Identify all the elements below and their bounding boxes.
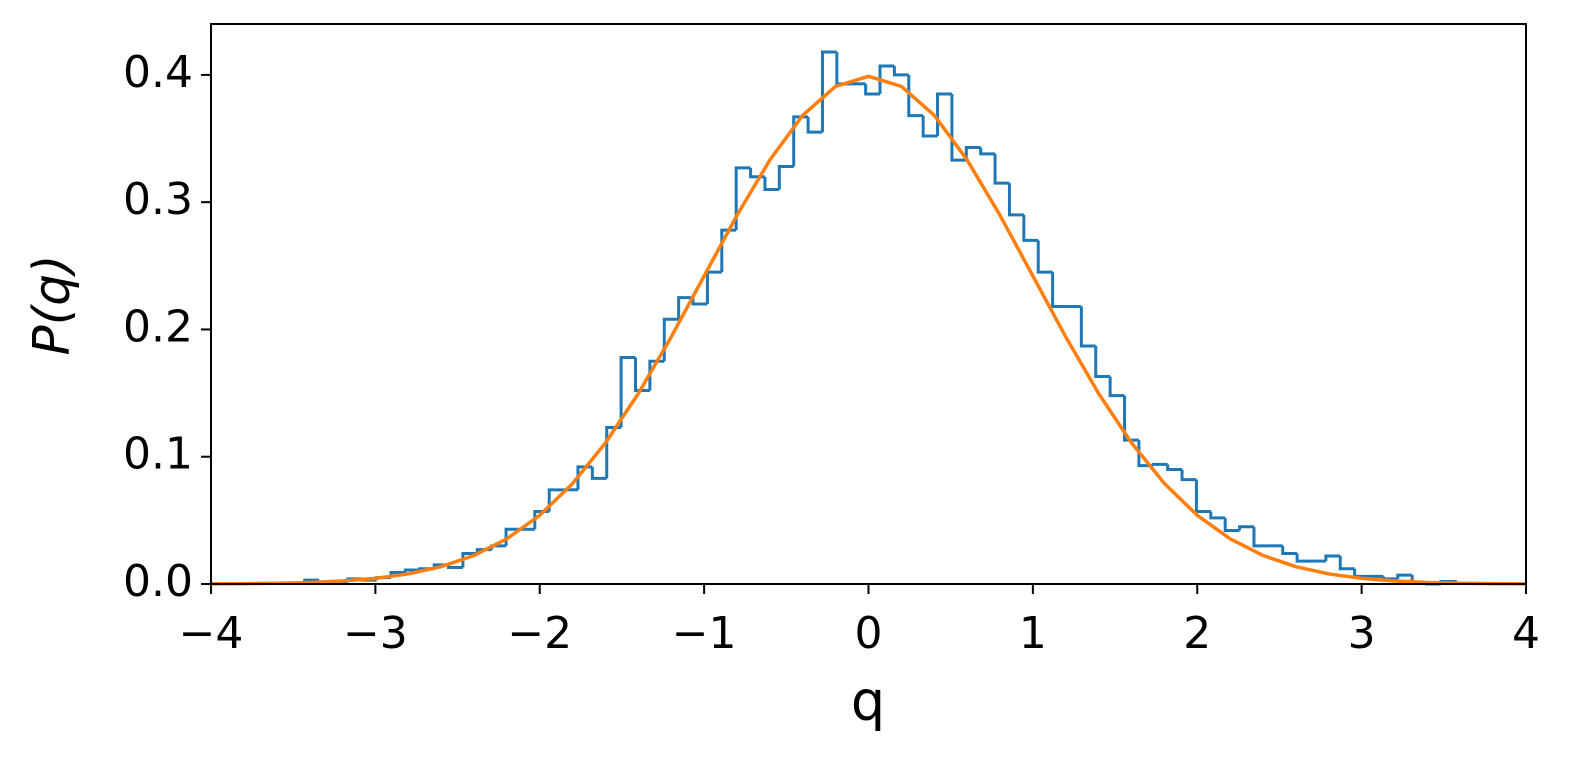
x-tick-label: −4 [179,608,244,659]
histogram-bin [1094,346,1111,379]
histogram-bin [864,83,881,96]
x-tick-label: −3 [343,608,408,659]
x-tick-label: 3 [1348,608,1376,659]
histogram-bin [1295,553,1312,563]
histogram-bin [1079,306,1096,348]
histogram-bin [720,228,737,273]
plot-area [211,24,1526,584]
histogram-bin [979,147,996,156]
histogram-bin [1281,545,1298,555]
histogram-bin [633,357,650,393]
x-axis-label: q [851,670,885,733]
y-tick-label: 0.3 [123,174,193,225]
plot-frame [210,23,1527,585]
histogram-bin [677,296,694,320]
y-tick-label: 0.1 [123,429,193,480]
histogram-bin [1123,395,1139,442]
histogram-bin [777,165,794,190]
histogram-bin [1036,240,1053,274]
histogram-bin [1252,526,1269,548]
x-tick-label: −2 [507,608,572,659]
histogram-bin [1007,183,1024,217]
histogram-bin [892,66,909,77]
y-tick-label: 0.0 [123,556,193,607]
y-tick-label: 0.4 [123,47,193,98]
histogram-bin [590,466,607,480]
histogram-bin [763,176,780,191]
histogram-bin [1022,214,1039,242]
histogram-bin [1194,479,1211,513]
histogram-bin [1324,554,1341,562]
histogram-bin [619,355,636,428]
y-tick-label: 0.2 [123,301,193,352]
histogram-bin [993,153,1010,185]
histogram-bin [734,166,751,231]
fit-curve [210,74,1527,586]
histogram-bin [1166,464,1183,471]
histogram-bin [806,116,823,134]
histogram-bin [921,115,938,138]
x-tick-label: 0 [855,608,883,659]
histogram-bin [403,568,420,573]
histogram-bin [1223,517,1240,533]
histogram-bin [1396,573,1413,579]
histogram-bin [1051,272,1067,309]
x-tick-label: −1 [672,608,737,659]
x-tick-label: 1 [1019,608,1047,659]
x-tick-label: 4 [1512,608,1540,659]
x-tick-label: 2 [1183,608,1211,659]
y-axis-label: P(q) [23,255,81,356]
histogram-bin [820,50,837,133]
histogram-bin [1209,511,1226,520]
histogram-bin [950,94,967,162]
histogram-bin [1108,376,1125,398]
histogram-bin [1180,469,1197,482]
histogram-bin [1238,525,1254,531]
histogram-bin [907,74,924,118]
histogram-bin [878,64,895,94]
histogram-bin [461,551,478,568]
histogram-bin [1338,556,1355,571]
histogram-bin [1151,462,1168,466]
histogram-bin [648,359,665,391]
